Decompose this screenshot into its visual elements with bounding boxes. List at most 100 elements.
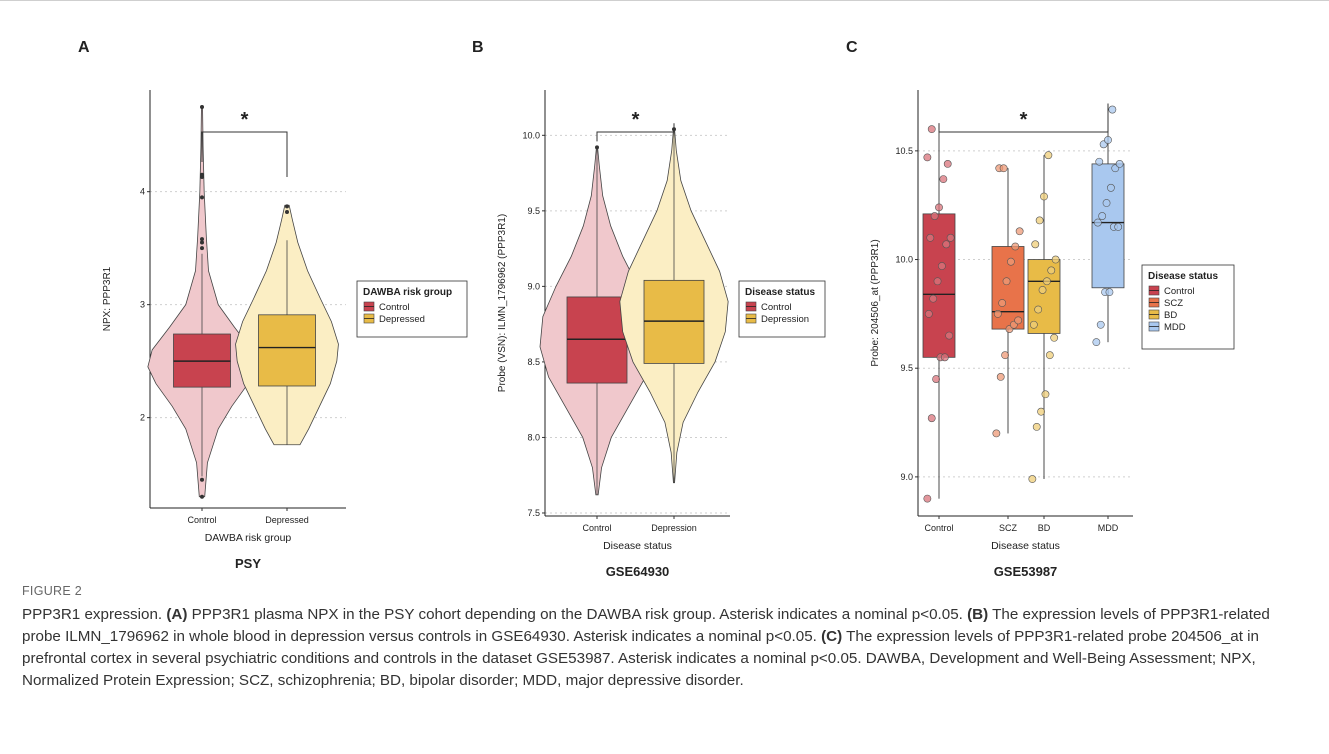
data-point xyxy=(938,262,946,270)
data-point xyxy=(942,240,951,249)
legend-entry: Depressed xyxy=(379,314,425,325)
outlier-point xyxy=(200,237,204,242)
legend-entry: Depression xyxy=(761,314,809,325)
data-point xyxy=(1032,422,1041,431)
caption-c-text: The expression levels of PPP3R1-related … xyxy=(22,628,1259,689)
data-point xyxy=(932,375,940,383)
caption-b-text: The expression levels of PPP3R1-related … xyxy=(22,606,1270,645)
caption-c-label: (C) xyxy=(821,628,843,645)
y-tick-label: 8.0 xyxy=(527,432,540,442)
y-tick-label: 8.5 xyxy=(527,357,540,367)
data-point xyxy=(1029,320,1038,329)
panel-label: A xyxy=(78,39,90,56)
outlier-point xyxy=(200,195,204,200)
data-point xyxy=(940,353,949,362)
data-point xyxy=(1007,257,1015,266)
top-rule xyxy=(0,0,1329,1)
caption-intro: PPP3R1 expression. xyxy=(22,606,167,623)
figure-label: FIGURE 2 xyxy=(22,584,83,598)
data-point xyxy=(1045,351,1054,360)
data-point xyxy=(1034,305,1043,314)
data-point xyxy=(1043,277,1051,286)
data-point xyxy=(945,331,954,340)
data-point xyxy=(1040,192,1048,201)
caption-text: PPP3R1 expression. (A) PPP3R1 plasma NPX… xyxy=(22,604,1312,692)
data-point xyxy=(924,309,933,318)
data-point xyxy=(1114,223,1123,231)
y-tick-label: 3 xyxy=(140,300,145,310)
data-point xyxy=(1015,227,1024,236)
outlier-point xyxy=(200,494,204,499)
data-point xyxy=(1037,407,1045,416)
x-tick-label: BD xyxy=(1038,523,1051,533)
data-point xyxy=(1095,157,1104,166)
x-tick-label: Depression xyxy=(651,523,697,533)
figure-caption: FIGURE 2 PPP3R1 expression. (A) PPP3R1 p… xyxy=(22,582,1312,692)
y-axis-label: Probe: 204506_at (PPP3R1) xyxy=(870,239,881,366)
data-point xyxy=(1115,159,1124,168)
legend-entry: BD xyxy=(1164,310,1177,321)
series-control: Control xyxy=(922,125,956,533)
outlier-point xyxy=(595,145,599,150)
data-point xyxy=(1014,316,1023,325)
series-depression: Depression xyxy=(619,127,729,533)
data-point xyxy=(1108,105,1117,114)
data-point xyxy=(923,153,932,162)
data-point xyxy=(943,159,952,168)
box xyxy=(1027,259,1061,334)
data-point xyxy=(926,233,935,242)
data-point xyxy=(992,429,1001,438)
panel-label: B xyxy=(472,39,484,56)
data-point xyxy=(930,212,939,220)
y-tick-label: 10.5 xyxy=(895,146,913,156)
y-tick-label: 10.0 xyxy=(522,130,540,140)
series-depressed: Depressed xyxy=(235,204,339,525)
data-point xyxy=(1092,338,1101,347)
legend-box xyxy=(356,280,468,338)
x-tick-label: MDD xyxy=(1098,523,1119,533)
y-tick-label: 9.5 xyxy=(900,363,913,373)
panel-title: GSE53987 xyxy=(994,564,1058,579)
data-point xyxy=(1102,199,1111,207)
significance-bracket xyxy=(596,123,675,142)
data-point xyxy=(1047,266,1056,275)
x-tick-label: SCZ xyxy=(999,523,1018,533)
y-tick-label: 9.5 xyxy=(527,206,540,216)
x-axis-label: Disease status xyxy=(991,540,1060,552)
data-point xyxy=(923,494,932,503)
significance-asterisk: * xyxy=(1020,109,1028,131)
caption-b-label: (B) xyxy=(967,606,989,623)
series-control: Control xyxy=(147,104,257,525)
significance-asterisk: * xyxy=(241,109,249,131)
legend-entry: MDD xyxy=(1164,322,1186,333)
outlier-point xyxy=(200,240,204,245)
legend-title: Disease status xyxy=(1148,271,1218,282)
data-point xyxy=(1096,320,1105,329)
data-point xyxy=(929,294,938,303)
data-point xyxy=(933,277,942,286)
outlier-point xyxy=(200,172,204,177)
legend-title: Disease status xyxy=(745,287,815,298)
outlier-point xyxy=(200,104,204,109)
panel-label: C xyxy=(846,39,858,56)
data-point xyxy=(1098,212,1107,220)
x-tick-label: Control xyxy=(582,523,611,533)
data-point xyxy=(1035,216,1044,225)
data-point xyxy=(939,175,948,184)
x-axis-label: Disease status xyxy=(603,540,672,552)
data-point xyxy=(1031,240,1040,249)
data-point xyxy=(1104,136,1112,144)
outlier-point xyxy=(285,204,289,209)
data-point xyxy=(998,299,1007,307)
data-point xyxy=(1028,475,1037,483)
series-bd: BD xyxy=(1027,151,1061,533)
data-point xyxy=(946,233,955,242)
y-tick-label: 7.5 xyxy=(527,508,540,518)
caption-a-label: (A) xyxy=(166,606,188,623)
data-point xyxy=(1041,390,1050,399)
y-tick-label: 4 xyxy=(140,187,145,197)
